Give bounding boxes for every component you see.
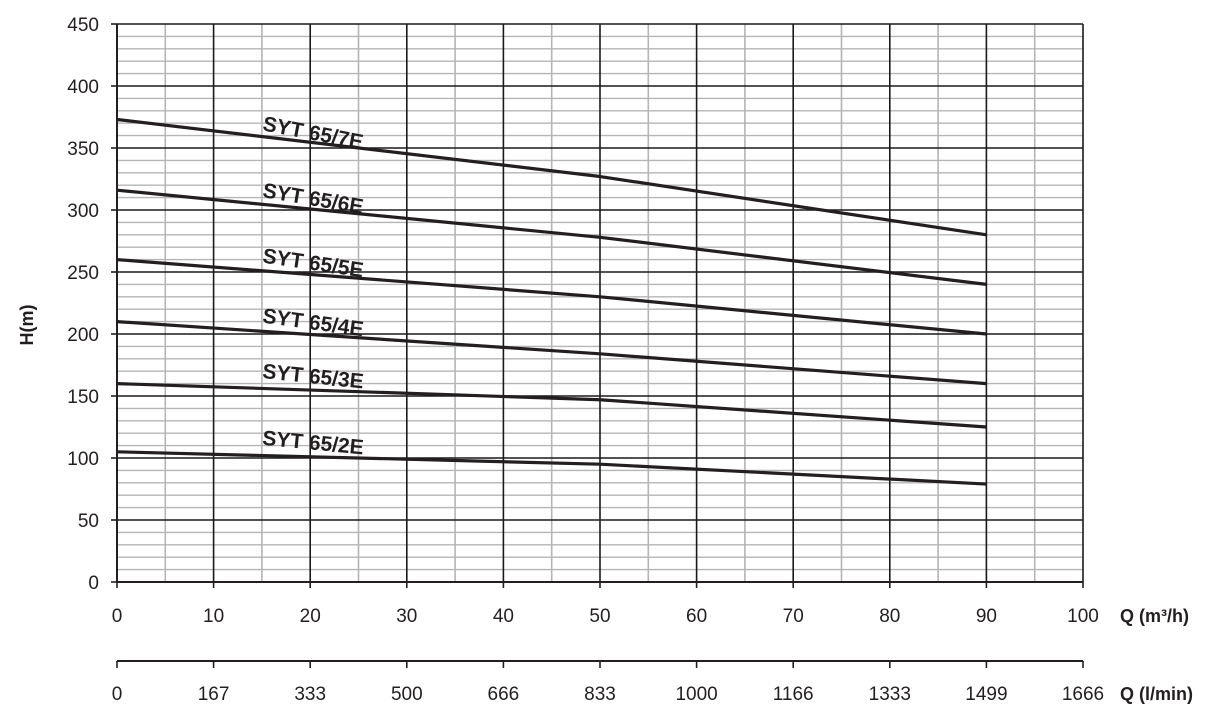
x2-tick-label: 0	[112, 684, 123, 705]
y-tick-label: 350	[67, 139, 99, 160]
y-tick-label: 300	[67, 201, 99, 222]
x2-tick-label: 1000	[675, 684, 717, 705]
x-tick-label: 90	[976, 606, 997, 627]
axes	[111, 23, 1084, 668]
series-label: SYT 65/5E	[261, 245, 365, 283]
x-tick-label: 80	[879, 606, 900, 627]
series-line	[116, 258, 987, 336]
y-tick-label: 200	[67, 325, 99, 346]
x2-axis-label: Q (l/min)	[1120, 684, 1193, 704]
x-tick-label: 30	[396, 606, 417, 627]
series-line	[116, 450, 987, 486]
y-tick-label: 100	[67, 449, 99, 470]
x-tick-label: 70	[783, 606, 804, 627]
x-tick-label: 0	[112, 606, 123, 627]
tick-labels: 0 50 100 150 200 250 300 350 400 450 0 10 20 30 40 50 60…	[67, 15, 1104, 705]
y-tick-label: 150	[67, 387, 99, 408]
x2-tick-label: 1666	[1062, 684, 1104, 705]
x2-tick-label: 167	[198, 684, 230, 705]
series-line	[116, 382, 987, 429]
series-line	[116, 188, 987, 286]
y-axis-label: H(m)	[17, 305, 37, 346]
x2-tick-label: 833	[584, 684, 616, 705]
y-tick-label: 450	[67, 15, 99, 36]
x-tick-label: 20	[300, 606, 321, 627]
x2-tick-label: 1333	[869, 684, 911, 705]
series-lines	[116, 117, 987, 486]
x2-tick-label: 1166	[773, 684, 814, 705]
x-tick-label: 50	[589, 606, 610, 627]
y-tick-label: 50	[78, 511, 99, 532]
x-axis-label: Q (m³/h)	[1120, 606, 1189, 626]
x-tick-label: 40	[493, 606, 514, 627]
x-tick-label: 10	[203, 606, 224, 627]
x-tick-label: 60	[686, 606, 707, 627]
x2-tick-label: 666	[488, 684, 520, 705]
x2-tick-label: 500	[391, 684, 423, 705]
x2-tick-label: 333	[294, 684, 326, 705]
x-tick-label: 100	[1067, 606, 1099, 627]
y-tick-label: 0	[88, 573, 99, 594]
series-line	[116, 320, 987, 386]
x2-tick-label: 1499	[965, 684, 1007, 705]
y-tick-label: 400	[67, 77, 99, 98]
y-tick-label: 250	[67, 263, 99, 284]
series-line	[116, 117, 987, 237]
